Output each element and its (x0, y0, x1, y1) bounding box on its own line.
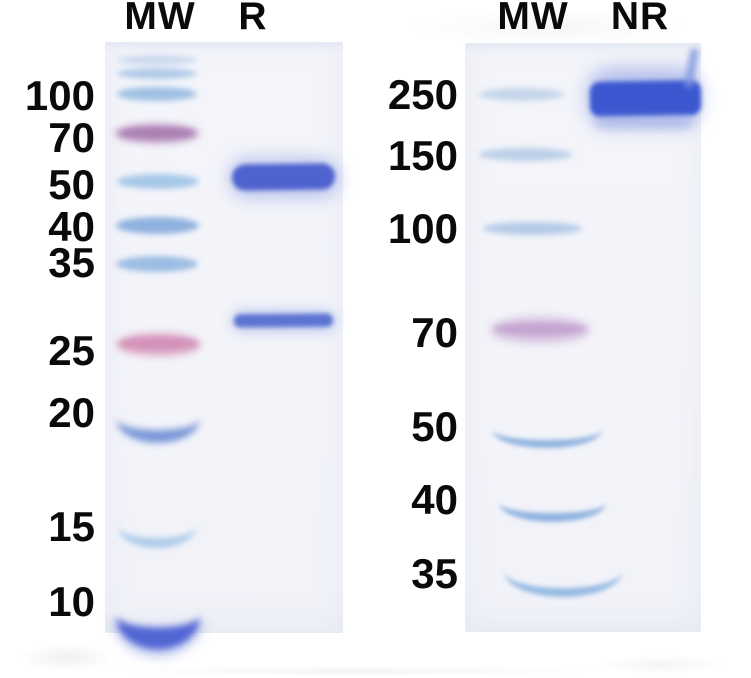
lane-header-mw-reduced: MW (124, 0, 196, 38)
mw-label-100-non-reduced: 100 (387, 205, 458, 252)
mw-label-50-non-reduced: 50 (411, 403, 458, 450)
reduced-gel (105, 42, 343, 633)
mw-label-15-reduced: 15 (48, 503, 95, 550)
lane-header-nr-non-reduced: NR (610, 0, 670, 38)
mw-label-35-non-reduced: 35 (411, 550, 458, 597)
mw-label-100-reduced: 100 (24, 72, 95, 119)
mw-label-35-reduced: 35 (48, 239, 95, 286)
lane-header-r-reduced: R (238, 0, 268, 38)
mw-label-10-reduced: 10 (48, 578, 95, 625)
mw-label-25-reduced: 25 (48, 327, 95, 374)
mw-label-250-non-reduced: 250 (387, 71, 458, 118)
non-reduced-gel (465, 43, 701, 632)
mw-label-20-reduced: 20 (48, 389, 95, 436)
mw-label-40-non-reduced: 40 (411, 476, 458, 523)
mw-label-150-non-reduced: 150 (387, 132, 458, 179)
mw-label-40-reduced: 40 (48, 203, 95, 250)
mw-label-70-non-reduced: 70 (411, 309, 458, 356)
mw-label-50-reduced: 50 (48, 161, 95, 208)
lane-header-mw-non-reduced: MW (497, 0, 569, 38)
mw-label-70-reduced: 70 (48, 114, 95, 161)
